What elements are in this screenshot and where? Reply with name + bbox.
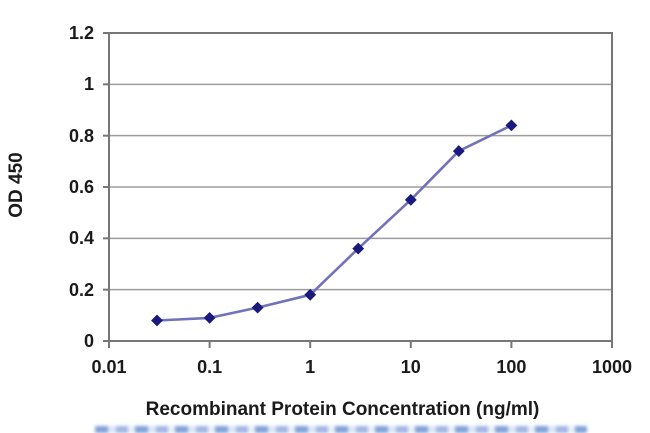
x-tick-label: 1000 xyxy=(591,357,633,377)
data-point-marker xyxy=(352,242,365,255)
x-axis-title: Recombinant Protein Concentration (ng/ml… xyxy=(145,399,540,420)
y-tick-label: 0.4 xyxy=(68,228,94,249)
y-tick-label: 1.2 xyxy=(68,23,94,43)
y-tick-label: 0 xyxy=(83,331,94,351)
y-tick-label: 0.2 xyxy=(68,279,94,300)
data-point-marker xyxy=(404,193,417,206)
x-tick-label: 0.1 xyxy=(197,357,223,377)
x-tick-label: 1 xyxy=(305,357,316,377)
y-tick-label: 1 xyxy=(83,74,94,95)
y-tick-label: 0.6 xyxy=(68,177,94,197)
data-point-marker xyxy=(151,314,163,327)
data-point-marker xyxy=(304,288,317,301)
data-point-marker xyxy=(251,301,264,314)
y-axis-title: OD 450 xyxy=(6,152,27,218)
data-point-marker xyxy=(452,145,465,157)
jpeg-artifact-strip xyxy=(95,426,587,433)
x-tick-label: 0.01 xyxy=(91,357,127,377)
data-point-marker xyxy=(203,311,216,324)
y-tick-label: 0.8 xyxy=(68,125,94,146)
data-point-marker xyxy=(505,119,518,132)
x-tick-label: 100 xyxy=(496,357,527,377)
series-line xyxy=(156,124,512,322)
x-tick-label: 10 xyxy=(400,357,421,377)
